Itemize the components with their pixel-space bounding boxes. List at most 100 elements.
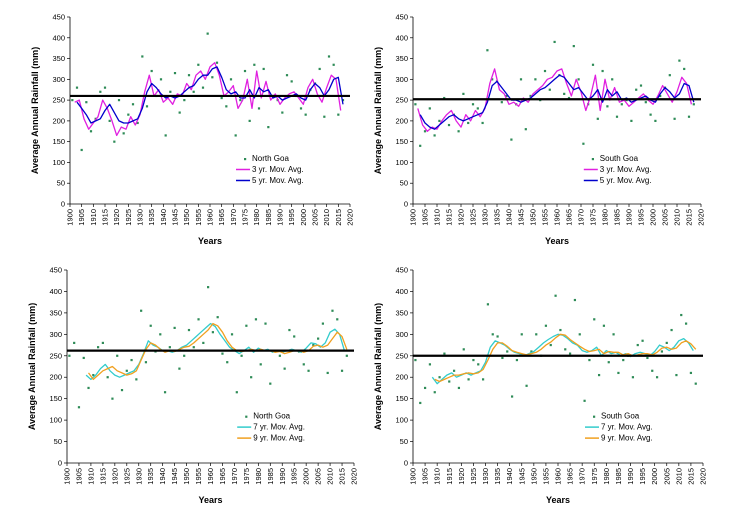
legend-marker-scatter (245, 415, 248, 418)
x-tick-label: 1945 (170, 468, 179, 485)
scatter-point (535, 333, 538, 336)
y-tick-label: 300 (52, 75, 65, 84)
scatter-point (307, 369, 310, 372)
x-tick-label: 1905 (421, 209, 430, 226)
scatter-point (602, 324, 606, 327)
scatter-point (481, 121, 484, 125)
y-tick-label: 0 (58, 459, 62, 468)
x-tick-label: 1910 (433, 209, 442, 226)
series-line-1 (74, 62, 342, 137)
scatter-point (211, 331, 214, 334)
x-tick-label: 2015 (686, 468, 695, 485)
scatter-point (345, 354, 348, 357)
y-axis-title: Average Annual Rainfall (mm) (30, 47, 40, 174)
x-tick-label: 1995 (638, 468, 647, 485)
scatter-point (572, 44, 575, 48)
scatter-point (312, 343, 315, 347)
x-tick-label: 2020 (697, 209, 706, 226)
scatter-point (530, 350, 533, 353)
x-tick-label: 1910 (89, 209, 98, 226)
x-tick-label: 1930 (136, 209, 145, 226)
scatter-point (620, 103, 623, 106)
scatter-point (467, 121, 470, 125)
y-tick-label: 400 (52, 33, 65, 42)
scatter-point (472, 358, 475, 362)
scatter-point (245, 324, 248, 327)
scatter-point (414, 358, 417, 362)
series-line-2 (87, 322, 348, 381)
x-tick-label: 1940 (505, 468, 514, 485)
scatter-point (321, 322, 325, 325)
scatter-point (419, 144, 422, 147)
x-tick-label: 1955 (194, 209, 203, 226)
scatter-point (281, 111, 284, 114)
scatter-point (568, 352, 572, 355)
scatter-point (519, 78, 523, 81)
scatter-point (293, 335, 296, 338)
y-tick-label: 300 (395, 75, 408, 84)
x-tick-label: 1970 (230, 468, 239, 485)
y-tick-label: 50 (57, 179, 65, 188)
scatter-point (68, 354, 71, 357)
scatter-point (548, 88, 551, 91)
scatter-point (163, 391, 167, 394)
scatter-point (501, 356, 504, 360)
x-tick-label: 1975 (590, 468, 599, 485)
scatter-point (462, 92, 465, 95)
legend-label: North Goa (253, 412, 290, 421)
y-tick-label: 50 (400, 179, 408, 188)
scatter-point (101, 341, 104, 345)
scatter-point (655, 376, 659, 379)
y-tick-label: 300 (49, 330, 62, 339)
scatter-point (229, 78, 233, 81)
x-tick-label: 1910 (86, 468, 95, 485)
x-tick-label: 1965 (217, 209, 226, 226)
y-tick-label: 150 (395, 394, 408, 403)
x-tick-label: 1905 (74, 468, 83, 485)
x-tick-label: 1975 (589, 209, 598, 226)
y-tick-label: 450 (52, 13, 65, 22)
scatter-point (617, 371, 620, 375)
scatter-point (140, 309, 143, 312)
scatter-point (641, 339, 644, 342)
x-tick-label: 1930 (481, 468, 490, 485)
scatter-point (340, 369, 344, 372)
scatter-point (452, 369, 456, 372)
scatter-point (680, 313, 683, 317)
scatter-point (583, 399, 586, 402)
scatter-point (559, 328, 562, 332)
scatter-point (563, 92, 566, 95)
scatter-point (168, 346, 171, 349)
x-tick-label: 1980 (602, 468, 611, 485)
scatter-point (689, 371, 693, 375)
x-tick-label: 1980 (252, 209, 261, 226)
scatter-point (500, 101, 503, 104)
scatter-point (220, 96, 223, 100)
x-tick-label: 1995 (290, 468, 299, 485)
scatter-point (117, 99, 121, 102)
scatter-point (573, 298, 577, 302)
scatter-point (467, 378, 470, 381)
y-tick-label: 0 (404, 459, 408, 468)
y-tick-label: 250 (395, 96, 408, 105)
y-tick-label: 50 (400, 437, 408, 446)
scatter-point (192, 346, 195, 349)
scatter-point (670, 328, 673, 332)
x-tick-label: 1990 (625, 209, 634, 226)
x-axis-title: Years (198, 236, 222, 246)
legend-label: 9 yr. Mov. Avg. (601, 434, 653, 443)
scatter-point (169, 90, 172, 93)
scatter-point (654, 119, 657, 122)
legend-label: South Goa (600, 154, 639, 163)
scatter-point (665, 341, 668, 345)
scatter-point (606, 105, 609, 108)
x-tick-label: 1915 (98, 468, 107, 485)
y-tick-label: 100 (395, 158, 408, 167)
x-tick-label: 1930 (481, 209, 490, 226)
x-tick-label: 1995 (287, 209, 296, 226)
x-tick-label: 1945 (517, 209, 526, 226)
scatter-point (506, 350, 509, 353)
x-tick-label: 2010 (673, 209, 682, 226)
scatter-point (684, 322, 688, 325)
